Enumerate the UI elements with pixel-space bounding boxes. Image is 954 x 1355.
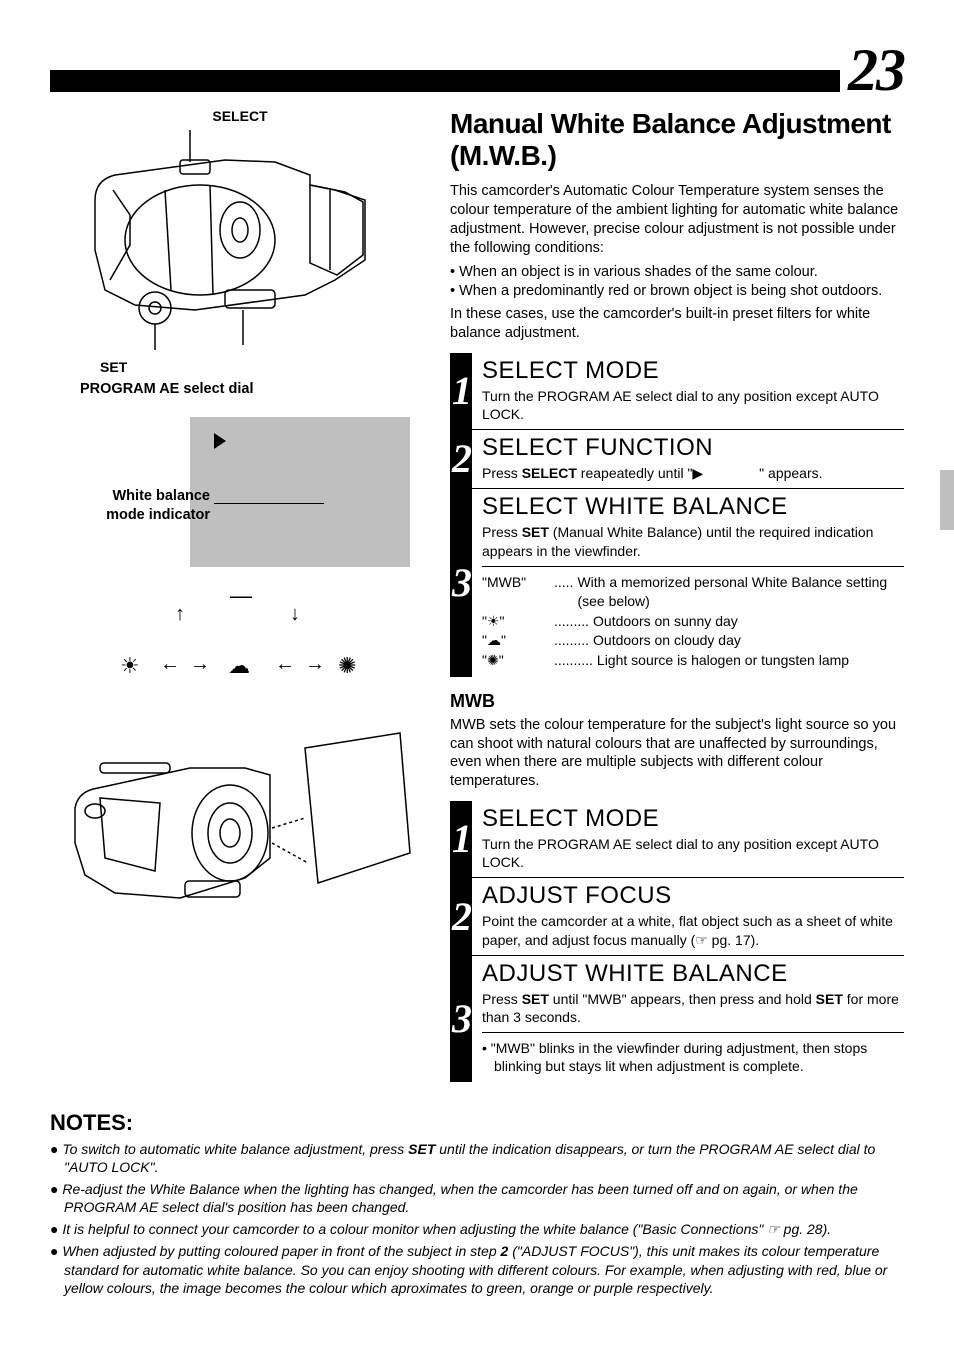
step-number: 1 xyxy=(452,819,472,859)
step-body: Press SELECT reapeatedly until "▶ " appe… xyxy=(482,464,904,482)
step-number: 3 xyxy=(452,563,472,603)
camcorder-top-illustration xyxy=(75,130,405,360)
step-title: SELECT FUNCTION xyxy=(482,434,904,462)
cycle-sunny-icon: ☀ xyxy=(120,653,140,679)
step-body: Turn the PROGRAM AE select dial to any p… xyxy=(482,835,904,871)
intro-paragraph: This camcorder's Automatic Colour Temper… xyxy=(450,182,904,257)
notes-list: To switch to automatic white balance adj… xyxy=(50,1140,904,1298)
intro-bullet: When a predominantly red or brown object… xyxy=(450,282,904,301)
arrow-left-icon: ← xyxy=(160,653,180,676)
wb-option-row: "MWB" ..... With a memorized personal Wh… xyxy=(482,573,904,612)
cycle-none-icon: — xyxy=(230,583,252,609)
step-number: 3 xyxy=(452,999,472,1039)
step-b3: 3 ADJUST WHITE BALANCE Press SET until "… xyxy=(472,955,904,1082)
notes-heading: NOTES: xyxy=(50,1110,904,1136)
wb-options-box: "MWB" ..... With a memorized personal Wh… xyxy=(482,566,904,671)
intro-bullet: When an object is in various shades of t… xyxy=(450,263,904,282)
arrow-left-icon: ← xyxy=(275,653,295,676)
arrow-down-icon: ↓ xyxy=(290,603,300,626)
step-group-a: 1 SELECT MODE Turn the PROGRAM AE select… xyxy=(450,353,904,677)
step-group-b: 1 SELECT MODE Turn the PROGRAM AE select… xyxy=(450,801,904,1082)
mwb-heading: MWB xyxy=(450,691,904,712)
step-title: ADJUST FOCUS xyxy=(482,882,904,910)
notes-section: NOTES: To switch to automatic white bala… xyxy=(50,1110,904,1298)
arrow-right-icon: → xyxy=(305,653,325,676)
note-item: Re-adjust the White Balance when the lig… xyxy=(50,1180,904,1216)
top-bar: 23 xyxy=(50,40,904,100)
white-balance-indicator-label: White balance mode indicator xyxy=(80,487,210,525)
left-column: SELECT xyxy=(50,108,430,1096)
step-number: 2 xyxy=(452,897,472,937)
step-b1: 1 SELECT MODE Turn the PROGRAM AE select… xyxy=(472,801,904,877)
select-button-label: SELECT xyxy=(50,108,430,124)
step-title: SELECT MODE xyxy=(482,357,904,385)
intro-paragraph-2: In these cases, use the camcorder's buil… xyxy=(450,305,904,343)
figure-camcorder-top: SELECT xyxy=(50,108,430,397)
page-number: 23 xyxy=(848,40,904,100)
set-button-label: SET xyxy=(100,359,430,377)
mwb-paragraph: MWB sets the colour temperature for the … xyxy=(450,716,904,791)
step-title: SELECT WHITE BALANCE xyxy=(482,493,904,521)
note-item: It is helpful to connect your camcorder … xyxy=(50,1220,904,1238)
step-a1: 1 SELECT MODE Turn the PROGRAM AE select… xyxy=(472,353,904,429)
step-number: 2 xyxy=(452,439,472,479)
intro-bullet-list: When an object is in various shades of t… xyxy=(450,263,904,301)
step-b2: 2 ADJUST FOCUS Point the camcorder at a … xyxy=(472,877,904,954)
page-tab-marker xyxy=(940,470,954,530)
right-column: Manual White Balance Adjustment (M.W.B.)… xyxy=(450,108,904,1096)
cycle-halogen-icon: ✺ xyxy=(338,653,356,679)
header-black-bar xyxy=(50,70,840,92)
step-title: SELECT MODE xyxy=(482,805,904,833)
step-note: "MWB" blinks in the viewfinder during ad… xyxy=(482,1032,904,1075)
wb-option-row: "☀" ......... Outdoors on sunny day xyxy=(482,612,904,632)
step-body: Press SET until "MWB" appears, then pres… xyxy=(482,990,904,1026)
arrow-right-icon: → xyxy=(190,653,210,676)
note-item: To switch to automatic white balance adj… xyxy=(50,1140,904,1176)
wb-option-row: "✺" .......... Light source is halogen o… xyxy=(482,651,904,671)
camcorder-with-paper-illustration xyxy=(60,713,420,943)
main-heading: Manual White Balance Adjustment (M.W.B.) xyxy=(450,108,904,172)
step-a2: 2 SELECT FUNCTION Press SELECT reapeated… xyxy=(472,429,904,488)
step-body: Turn the PROGRAM AE select dial to any p… xyxy=(482,387,904,423)
note-item: When adjusted by putting coloured paper … xyxy=(50,1242,904,1297)
program-ae-dial-label: PROGRAM AE select dial xyxy=(80,381,430,397)
cycle-cloudy-icon: ☁ xyxy=(228,653,250,679)
viewfinder-display: White balance mode indicator xyxy=(190,417,410,567)
arrow-up-icon: ↑ xyxy=(175,603,185,626)
play-triangle-icon xyxy=(214,433,226,449)
leader-line xyxy=(214,503,324,504)
step-body: Press SET (Manual White Balance) until t… xyxy=(482,523,904,559)
wb-mode-cycle-diagram: — ☀ ☁ ✺ ↓ ↑ ← ← → → xyxy=(100,583,380,693)
step-a3: 3 SELECT WHITE BALANCE Press SET (Manual… xyxy=(472,488,904,676)
wb-option-row: "☁" ......... Outdoors on cloudy day xyxy=(482,631,904,651)
step-title: ADJUST WHITE BALANCE xyxy=(482,960,904,988)
step-body: Point the camcorder at a white, flat obj… xyxy=(482,912,904,948)
step-number: 1 xyxy=(452,371,472,411)
